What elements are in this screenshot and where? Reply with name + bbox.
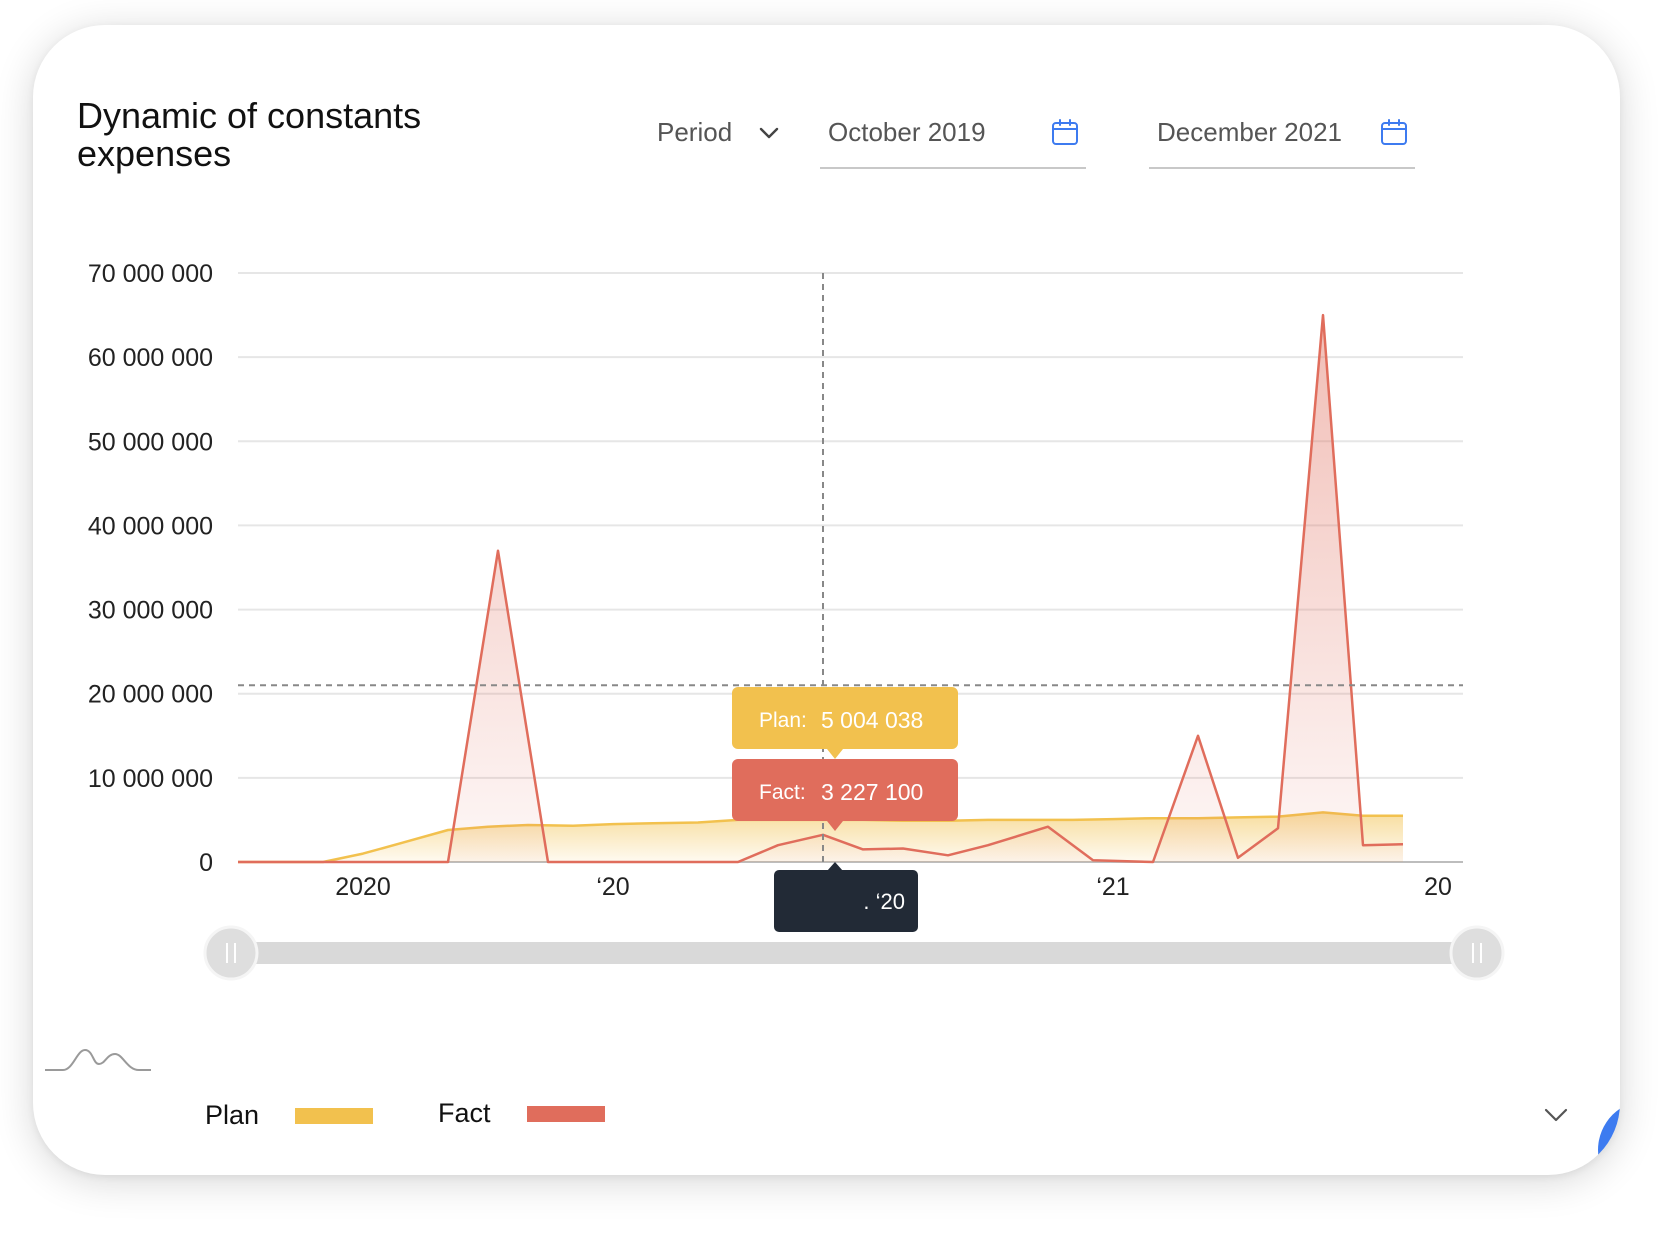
- date-from-field[interactable]: October 2019: [820, 107, 1086, 169]
- calendar-icon[interactable]: [1379, 117, 1409, 147]
- date-badge-pointer: [827, 862, 843, 871]
- tooltip: Plan: 5 004 038 Fact: 3 227 100 . ‘20: [732, 687, 958, 932]
- slider-handle-end[interactable]: [1449, 925, 1505, 981]
- y-tick-label: 0: [199, 849, 213, 877]
- legend-label-fact: Fact: [438, 1098, 491, 1128]
- calendar-icon[interactable]: [1050, 117, 1080, 147]
- tooltip-fact-value: 3 227 100: [821, 779, 923, 805]
- y-tick-label: 10 000 000: [88, 765, 213, 793]
- range-slider[interactable]: [203, 925, 1505, 981]
- tooltip-plan-box: [732, 687, 958, 749]
- chart-card: Dynamic of constants expenses Period Oct…: [33, 25, 1620, 1175]
- date-to-field[interactable]: December 2021: [1149, 107, 1415, 169]
- x-tick-label: ‘21: [1096, 873, 1129, 901]
- tooltip-plan-value: 5 004 038: [821, 707, 923, 733]
- y-tick-label: 70 000 000: [88, 260, 213, 288]
- period-label: Period: [657, 117, 733, 147]
- x-tick-label: ‘20: [596, 873, 629, 901]
- x-tick-label: 2020: [335, 873, 391, 901]
- tooltip-fact-box: [732, 759, 958, 821]
- mini-chart-icon[interactable]: [43, 1037, 153, 1077]
- date-from-value: October 2019: [828, 117, 986, 147]
- date-badge: [774, 870, 918, 932]
- tooltip-fact-pointer: [827, 821, 843, 831]
- tooltip-plan-label: Plan:: [759, 709, 807, 732]
- period-dropdown[interactable]: Period: [657, 117, 782, 148]
- chevron-down-icon[interactable]: [1543, 1105, 1569, 1125]
- tooltip-fact-label: Fact:: [759, 781, 806, 804]
- y-tick-label: 60 000 000: [88, 344, 213, 372]
- slider-handle-start[interactable]: [203, 925, 259, 981]
- chevron-down-icon: [759, 127, 779, 138]
- fact-series-line: [238, 313, 1404, 864]
- y-tick-label: 50 000 000: [88, 428, 213, 456]
- slider-track: [231, 942, 1477, 964]
- x-tick-label: 20: [1424, 873, 1452, 901]
- page-title: Dynamic of constants expenses: [77, 95, 422, 174]
- expenses-chart: 70 000 000 60 000 000 50 000 000 40 000 000…: [88, 260, 1505, 981]
- legend-swatch-fact: [526, 1105, 605, 1122]
- tooltip-plan-pointer: [827, 749, 843, 759]
- legend-label-plan: Plan: [205, 1100, 260, 1130]
- y-tick-label: 40 000 000: [88, 512, 213, 540]
- date-to-value: December 2021: [1157, 117, 1342, 147]
- legend-item-plan: Plan: [205, 1100, 374, 1131]
- y-tick-label: 30 000 000: [88, 597, 213, 625]
- legend-swatch-plan: [295, 1107, 374, 1124]
- fact-series-area: [238, 315, 1403, 863]
- date-badge-label: . ‘20: [863, 889, 905, 914]
- legend-item-fact: Fact: [438, 1098, 605, 1129]
- y-tick-label: 20 000 000: [88, 681, 213, 709]
